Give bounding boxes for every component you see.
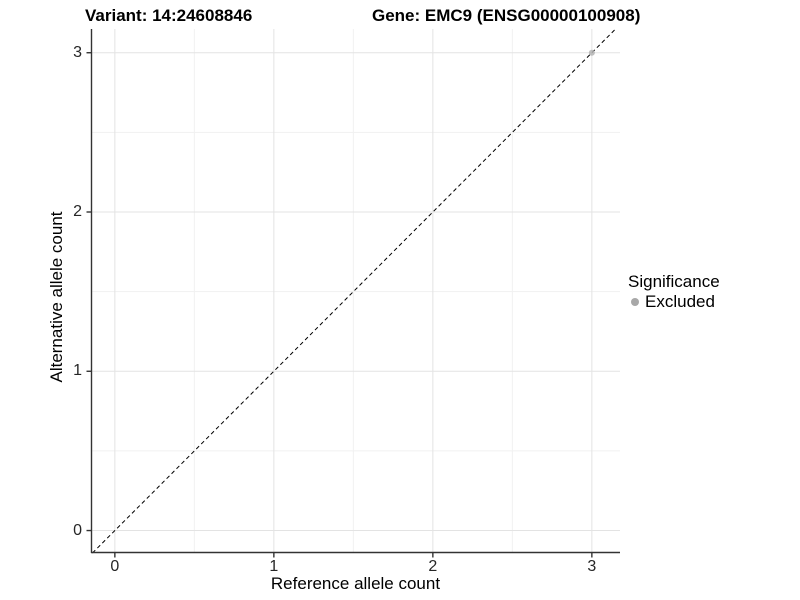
plot-title-gene: Gene: EMC9 (ENSG00000100908) bbox=[372, 6, 641, 25]
chart-canvas bbox=[86, 28, 620, 558]
plot-panel bbox=[86, 28, 620, 558]
x-tick-label-3: 3 bbox=[587, 558, 597, 575]
x-tick-label-2: 2 bbox=[428, 558, 438, 575]
legend-item-label: Excluded bbox=[645, 292, 715, 311]
x-axis-title: Reference allele count bbox=[270, 574, 441, 593]
legend-item-excluded: Excluded bbox=[631, 292, 720, 311]
y-tick-label-1: 1 bbox=[73, 362, 82, 380]
legend-title: Significance bbox=[628, 272, 720, 291]
legend-dot-icon bbox=[631, 297, 639, 306]
legend: Significance Excluded bbox=[628, 272, 720, 311]
x-tick-label-0: 0 bbox=[110, 558, 120, 575]
y-tick-label-3: 3 bbox=[73, 43, 82, 61]
y-tick-label-2: 2 bbox=[73, 203, 82, 220]
y-tick-label-0: 0 bbox=[73, 521, 82, 539]
y-axis-title: Alternative allele count bbox=[47, 211, 66, 383]
plot-title-variant: Variant: 14:24608846 bbox=[85, 6, 253, 25]
identity-dashed-line bbox=[92, 28, 616, 554]
x-tick-label-1: 1 bbox=[269, 558, 279, 575]
data-point-excluded bbox=[588, 49, 595, 56]
